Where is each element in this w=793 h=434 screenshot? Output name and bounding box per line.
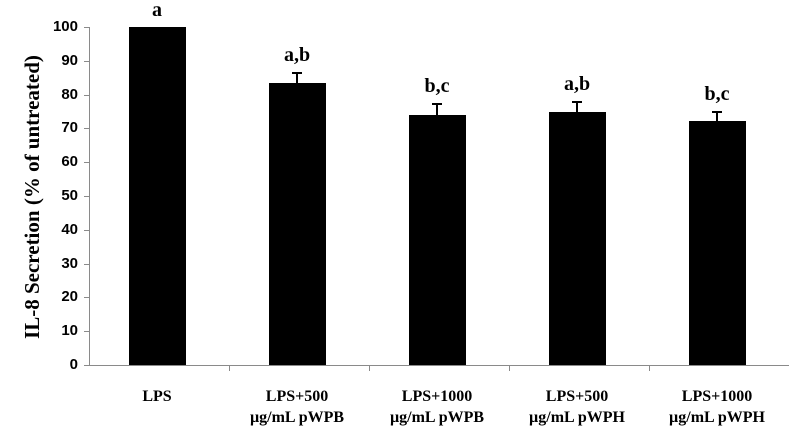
y-tick [84, 365, 89, 366]
x-tick [509, 366, 510, 371]
y-tick-label: 60 [61, 153, 78, 171]
y-tick-label: 50 [61, 187, 78, 204]
x-tick-label: LPS+1000 µg/mL pWPB [389, 388, 485, 426]
significance-label: b,c [424, 75, 450, 98]
bar [548, 112, 606, 365]
x-tick-label: LPS+500 µg/mL pWPH [529, 388, 625, 426]
y-tick [84, 229, 89, 231]
x-tick-label: LPS [142, 388, 172, 405]
y-tick-label: 30 [61, 254, 78, 272]
y-tick [84, 331, 89, 333]
significance-label: b,c [704, 82, 730, 105]
x-tick [649, 366, 650, 371]
bar [688, 120, 746, 365]
error-bar-cap [572, 101, 582, 104]
y-tick [84, 27, 89, 28]
y-axis-line [89, 27, 90, 365]
y-tick [84, 128, 89, 130]
significance-label: a [152, 0, 162, 21]
y-tick-label: 80 [61, 85, 78, 103]
x-axis-line [89, 365, 789, 366]
y-tick [84, 263, 89, 265]
y-tick-label: 100 [52, 18, 78, 35]
y-tick [84, 60, 89, 62]
error-bar [296, 72, 298, 84]
error-bar [576, 101, 578, 113]
significance-label: a,b [563, 73, 591, 96]
error-bar [716, 110, 718, 121]
y-tick [84, 297, 89, 299]
y-tick [84, 94, 89, 96]
y-tick-label: 20 [61, 288, 78, 306]
x-tick-label: LPS+1000 µg/mL pWPH [669, 388, 765, 426]
y-tick-label: 0 [69, 356, 78, 373]
error-bar [436, 103, 438, 115]
x-tick [369, 366, 370, 371]
significance-label: a,b [283, 44, 311, 67]
y-tick-label: 70 [61, 119, 78, 137]
y-tick-label: 90 [61, 51, 78, 69]
y-tick-label: 40 [61, 220, 78, 238]
bar [128, 27, 186, 365]
x-tick-label: LPS+500 µg/mL pWPB [249, 388, 345, 426]
y-tick [84, 162, 89, 164]
error-bar-cap [432, 103, 442, 106]
x-tick [229, 366, 230, 371]
error-bar-cap [712, 110, 722, 113]
y-tick-label: 10 [61, 322, 78, 340]
bar [268, 83, 326, 365]
error-bar-cap [292, 72, 302, 75]
y-tick [84, 196, 89, 197]
bar [408, 114, 466, 365]
